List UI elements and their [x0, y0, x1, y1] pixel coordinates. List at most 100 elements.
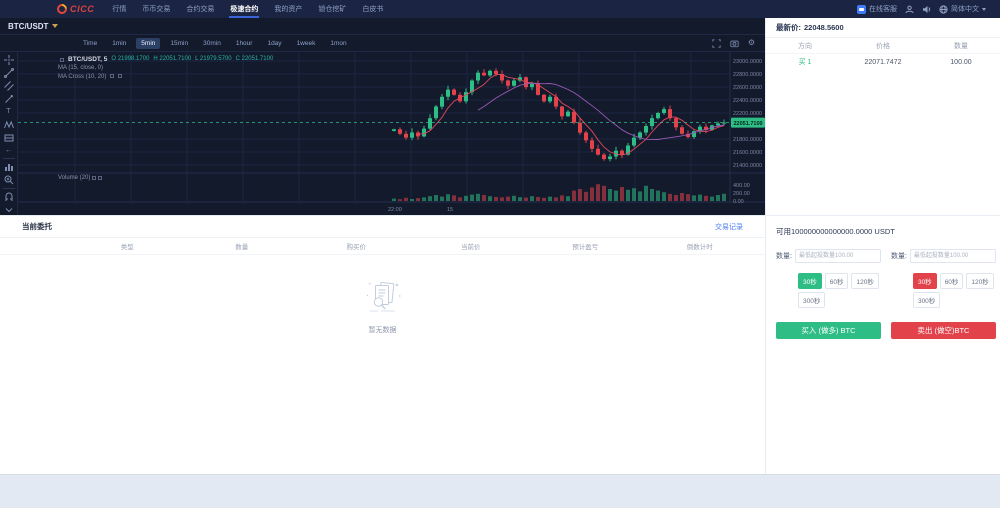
interval-15min[interactable]: 15min	[170, 39, 189, 47]
menu-item-market[interactable]: 行情	[112, 6, 127, 13]
magnet-icon[interactable]	[4, 192, 14, 202]
orders-table-header: 类型 数量 购买价 当前价 预计盈亏 倒数计时	[0, 238, 765, 255]
language-label: 简体中文	[951, 6, 979, 13]
orderbook-row[interactable]: 买 1 22071.7472 100.00	[766, 54, 1000, 70]
menu-item-my-assets[interactable]: 我的资产	[274, 6, 303, 13]
text-tool-icon[interactable]: T	[6, 108, 11, 116]
svg-text:22800.0000: 22800.0000	[733, 72, 762, 78]
legend-symbol: BTC/USDT, 5	[68, 56, 108, 63]
globe-icon	[939, 4, 948, 14]
orderbook-side: 买 1	[798, 59, 812, 66]
buy-duration-60s[interactable]: 60秒	[824, 273, 849, 289]
col-buy-price: 购买价	[346, 244, 367, 251]
chart-panel: BTC/USDT Time 1min 5min 15min 30min 1hou…	[0, 18, 765, 215]
svg-text:15: 15	[447, 207, 453, 213]
orderbook-price: 22071.7472	[864, 58, 902, 66]
orders-title: 当前委托	[22, 222, 52, 231]
buy-long-button[interactable]: 买入 (做多) BTC	[776, 322, 881, 339]
menu-item-lock-mining[interactable]: 锁仓挖矿	[318, 6, 347, 13]
empty-state: 暂无数据	[0, 279, 765, 335]
trade-panel: 可用100000000000000.0000 USDT 数量: 30秒 60秒 …	[765, 216, 1000, 474]
svg-text:200.00: 200.00	[733, 191, 750, 197]
chart-legend: BTC/USDT, 5 O 21998.1700 H 22051.7100 L …	[58, 55, 273, 82]
eye-icon[interactable]	[110, 74, 115, 78]
sell-amount-input[interactable]	[909, 249, 996, 263]
col-price: 价格	[876, 42, 890, 50]
xabcd-pattern-tool-icon[interactable]	[3, 120, 14, 130]
crosshair-tool-icon[interactable]	[3, 55, 14, 65]
svg-text:22200.0000: 22200.0000	[733, 111, 762, 117]
online-support-button[interactable]: 在线客服	[857, 4, 897, 14]
interval-1day[interactable]: 1day	[267, 39, 282, 47]
indicators-icon[interactable]	[4, 162, 14, 172]
interval-1mon[interactable]: 1mon	[330, 39, 347, 47]
close-icon[interactable]	[98, 176, 103, 180]
sell-duration-120s[interactable]: 120秒	[966, 273, 994, 289]
drawing-toolbar: T ←	[0, 52, 18, 215]
svg-text:0.00: 0.00	[733, 199, 744, 205]
interval-5min[interactable]: 5min	[136, 37, 161, 49]
svg-text:22:00: 22:00	[388, 207, 402, 213]
sell-duration-30s[interactable]: 30秒	[912, 273, 937, 289]
brand-logo[interactable]: CICC	[54, 1, 94, 17]
no-data-icon	[366, 282, 401, 312]
sell-duration-60s[interactable]: 60秒	[939, 273, 964, 289]
menu-item-spot-trade[interactable]: 币币交易	[142, 6, 171, 13]
svg-text:21400.0000: 21400.0000	[733, 163, 762, 169]
eye-icon[interactable]	[92, 176, 97, 180]
trade-history-link[interactable]: 交易记录	[715, 223, 743, 231]
buy-amount-input[interactable]	[794, 249, 881, 263]
arrow-left-icon[interactable]: ←	[5, 146, 12, 154]
channel-tool-icon[interactable]	[3, 81, 14, 91]
orderbook-amount: 100.00	[950, 58, 972, 66]
symbol-label: BTC/USDT	[8, 21, 49, 31]
forecast-tool-icon[interactable]	[4, 133, 14, 143]
interval-30min[interactable]: 30min	[203, 39, 221, 47]
col-countdown: 倒数计时	[686, 244, 713, 251]
brand-logo-icon	[54, 1, 70, 17]
menu-item-contract-trade[interactable]: 合约交易	[186, 6, 215, 13]
snapshot-icon[interactable]	[730, 39, 739, 48]
settings-gear-icon[interactable]: ⚙	[747, 38, 755, 47]
candle-style-icon[interactable]	[60, 57, 64, 62]
empty-state-text: 暂无数据	[368, 327, 397, 334]
user-account-button[interactable]	[905, 5, 914, 14]
buy-form: 数量: 30秒 60秒 120秒 300秒 买入 (做多) BTC	[776, 249, 881, 339]
nav-right-group: 在线客服 简体中文	[857, 4, 986, 14]
user-icon	[905, 5, 914, 13]
close-icon[interactable]	[117, 74, 122, 78]
sell-duration-300s[interactable]: 300秒	[912, 292, 941, 308]
menu-item-whitepaper[interactable]: 白皮书	[362, 6, 384, 13]
sound-toggle-button[interactable]	[922, 5, 931, 14]
trendline-tool-icon[interactable]	[3, 68, 14, 78]
buy-duration-300s[interactable]: 300秒	[798, 292, 826, 308]
interval-1hour[interactable]: 1hour	[235, 39, 253, 47]
orderbook-panel: 最新价: 22048.5600 方向 价格 数量 买 1 22071.7472 …	[765, 18, 1000, 215]
chat-icon	[857, 4, 866, 14]
fullscreen-icon[interactable]	[712, 38, 721, 48]
collapse-chevron-icon[interactable]	[4, 205, 14, 215]
zoom-in-icon[interactable]	[4, 175, 14, 185]
chart-body: 23000.0000 22800.0000 22600.0000 22400.0000…	[0, 52, 765, 215]
language-selector[interactable]: 简体中文	[939, 4, 986, 14]
chart-actions: ⚙	[712, 39, 755, 48]
amount-label: 数量:	[890, 253, 907, 260]
candlestick-chart[interactable]: 23000.0000 22800.0000 22600.0000 22400.0000…	[0, 52, 765, 215]
buy-duration-30s[interactable]: 30秒	[798, 273, 822, 289]
volume-legend-label: Volume (20)	[58, 175, 91, 181]
menu-item-fast-contract[interactable]: 极速合约	[222, 0, 266, 18]
symbol-selector[interactable]: BTC/USDT	[0, 18, 765, 35]
chevron-down-icon	[982, 7, 986, 11]
symbol-caret-icon	[52, 24, 59, 28]
brush-tool-icon[interactable]	[4, 94, 14, 104]
col-quantity: 数量	[235, 244, 249, 251]
interval-time[interactable]: Time	[83, 39, 98, 47]
interval-1min[interactable]: 1min	[112, 39, 127, 47]
buy-duration-chips: 30秒 60秒 120秒 300秒	[798, 273, 881, 308]
buy-duration-120s[interactable]: 120秒	[851, 273, 879, 289]
svg-text:22051.7100: 22051.7100	[734, 121, 763, 127]
volume-legend: Volume (20)	[58, 175, 103, 181]
interval-1week[interactable]: 1week	[296, 39, 316, 47]
interval-toolbar: Time 1min 5min 15min 30min 1hour 1day 1w…	[0, 35, 765, 52]
sell-short-button[interactable]: 卖出 (做空)BTC	[890, 322, 996, 339]
